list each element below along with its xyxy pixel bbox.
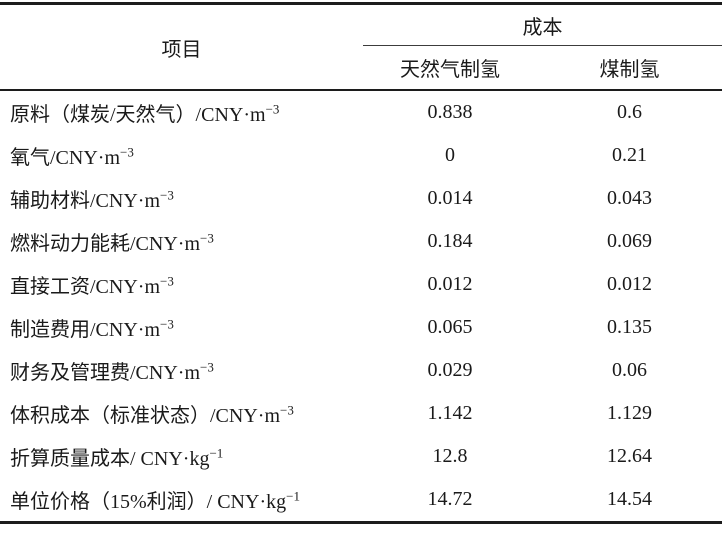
item-label: 辅助材料/CNY·m−3: [0, 177, 363, 220]
item-label: 原料（煤炭/天然气）/CNY·m−3: [0, 90, 363, 134]
value-coal: 0.012: [607, 273, 652, 295]
table-row: 原料（煤炭/天然气）/CNY·m−3 0.838 0.6: [0, 90, 722, 134]
column-header-natural-gas: 天然气制氢: [363, 45, 537, 91]
table-row: 制造费用/CNY·m−3 0.065 0.135: [0, 306, 722, 349]
table-row: 直接工资/CNY·m−3 0.012 0.012: [0, 263, 722, 306]
table-row: 氧气/CNY·m−3 0 0.21: [0, 134, 722, 177]
table-row: 财务及管理费/CNY·m−3 0.029 0.06: [0, 349, 722, 392]
value-coal: 12.64: [607, 445, 652, 467]
value-natural-gas: 12.8: [432, 445, 468, 467]
item-label: 财务及管理费/CNY·m−3: [0, 349, 363, 392]
item-label: 制造费用/CNY·m−3: [0, 306, 363, 349]
value-natural-gas: 0: [445, 144, 455, 166]
value-coal: 1.129: [607, 402, 652, 424]
table-header: 项目 成本 天然气制氢 煤制氢: [0, 3, 722, 91]
value-natural-gas: 0.012: [427, 273, 473, 295]
value-coal: 0.043: [607, 187, 652, 209]
value-natural-gas: 0.184: [427, 230, 473, 252]
item-label: 燃料动力能耗/CNY·m−3: [0, 220, 363, 263]
item-label: 折算质量成本/ CNY·kg−1: [0, 435, 363, 478]
item-text: 氧气/CNY·m: [10, 147, 120, 169]
table-row: 折算质量成本/ CNY·kg−1 12.8 12.64: [0, 435, 722, 478]
column-header-cost-group: 成本: [363, 3, 722, 46]
value-natural-gas: 0.014: [427, 187, 473, 209]
unit-exponent: −3: [160, 316, 174, 332]
item-label: 体积成本（标准状态）/CNY·m−3: [0, 392, 363, 435]
item-text: 辅助材料/CNY·m: [10, 190, 160, 212]
item-text: 单位价格（15%利润）/ CNY·kg: [10, 491, 287, 513]
unit-exponent: −3: [265, 101, 280, 117]
item-text: 燃料动力能耗/CNY·m: [10, 233, 200, 255]
value-natural-gas: 0.029: [427, 359, 473, 381]
item-label: 单位价格（15%利润）/ CNY·kg−1: [0, 478, 363, 523]
table-row: 燃料动力能耗/CNY·m−3 0.184 0.069: [0, 220, 722, 263]
table-body: 原料（煤炭/天然气）/CNY·m−3 0.838 0.6 氧气/CNY·m−3 …: [0, 90, 722, 523]
value-coal: 0.135: [607, 316, 652, 338]
column-header-coal: 煤制氢: [537, 45, 722, 91]
item-text: 折算质量成本/ CNY·kg: [10, 448, 210, 470]
value-coal: 14.54: [607, 488, 652, 510]
item-text: 直接工资/CNY·m: [10, 276, 160, 298]
value-coal: 0.069: [607, 230, 652, 252]
item-text: 原料（煤炭/天然气）/CNY·m: [10, 104, 266, 126]
table-row: 辅助材料/CNY·m−3 0.014 0.043: [0, 177, 722, 220]
unit-exponent: −3: [120, 144, 134, 160]
item-text: 制造费用/CNY·m: [10, 319, 160, 341]
unit-exponent: −1: [209, 445, 224, 461]
hydrogen-cost-table: 项目 成本 天然气制氢 煤制氢 原料（煤炭/天然气）/CNY·m−3 0.838…: [0, 2, 722, 524]
value-natural-gas: 14.72: [427, 488, 473, 510]
item-text: 体积成本（标准状态）/CNY·m: [10, 405, 280, 427]
unit-exponent: −3: [160, 187, 174, 203]
value-coal: 0.21: [612, 144, 647, 166]
unit-exponent: −3: [200, 230, 214, 246]
value-coal: 0.6: [617, 101, 642, 123]
item-text: 财务及管理费/CNY·m: [10, 362, 200, 384]
item-label: 氧气/CNY·m−3: [0, 134, 363, 177]
unit-exponent: −3: [280, 402, 294, 418]
value-natural-gas: 1.142: [427, 402, 473, 424]
header-row-group: 项目 成本: [0, 3, 722, 91]
unit-exponent: −3: [160, 273, 174, 289]
value-natural-gas: 0.838: [427, 101, 473, 123]
header-row-sub: 天然气制氢 煤制氢: [0, 45, 722, 91]
unit-exponent: −1: [286, 488, 300, 504]
value-natural-gas: 0.065: [427, 316, 473, 338]
unit-exponent: −3: [200, 359, 214, 375]
table-row: 体积成本（标准状态）/CNY·m−3 1.142 1.129: [0, 392, 722, 435]
item-label: 直接工资/CNY·m−3: [0, 263, 363, 306]
value-coal: 0.06: [612, 359, 647, 381]
table-row: 单位价格（15%利润）/ CNY·kg−1 14.72 14.54: [0, 478, 722, 523]
column-header-item: 项目: [0, 3, 363, 91]
